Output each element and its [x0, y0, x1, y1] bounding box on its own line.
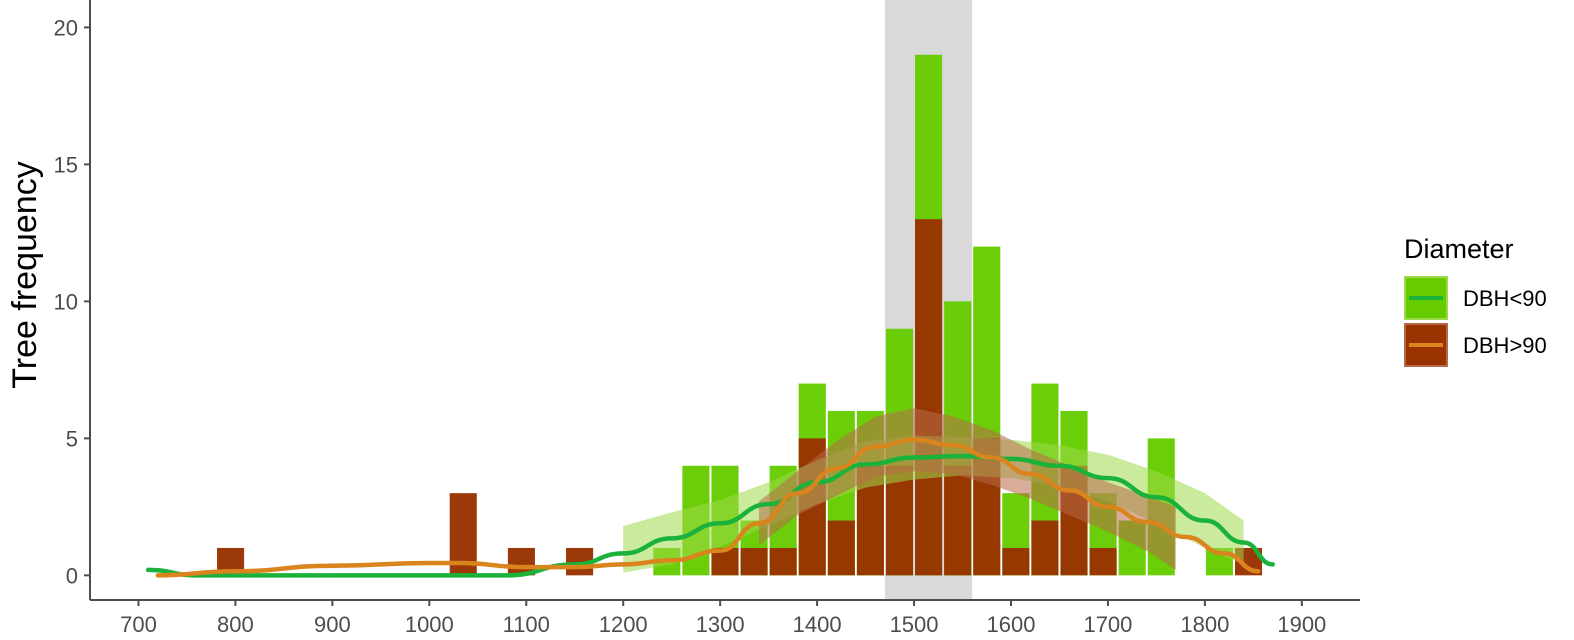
- bar-layer: [217, 54, 1263, 576]
- x-tick-label-700: 700: [120, 612, 157, 637]
- bar-dbh-90-1545: [944, 465, 972, 576]
- y-tick-label-15: 15: [54, 152, 78, 177]
- bar-dbh-90-1485: [885, 465, 914, 576]
- bar-dbh-90-1425: [827, 520, 855, 576]
- x-tick-label-1900: 1900: [1277, 612, 1326, 637]
- y-axis-title: Tree frequency: [6, 161, 44, 388]
- bar-dbh-90-1605: [1002, 547, 1030, 576]
- y-tick-label-10: 10: [54, 289, 78, 314]
- smooth-line-dbh-90: [145, 453, 1275, 578]
- legend-item-dbh-lt90: DBH<90: [1404, 276, 1547, 320]
- bar-dbh-90-1515: [915, 219, 943, 576]
- x-tick-label-1500: 1500: [890, 612, 939, 637]
- x-axis-ticks: 700 800 900 1000 1100 1200 1300 1400 1500 1600 170…: [120, 600, 1326, 637]
- legend: Diameter DBH<90 DBH>90: [1404, 234, 1547, 367]
- legend-label-dbh-gt90: DBH>90: [1463, 333, 1547, 358]
- x-tick-label-1300: 1300: [696, 612, 745, 637]
- bar-dbh-90-1335: [740, 547, 768, 576]
- y-axis-ticks: 0 5 10 15 20: [54, 15, 90, 588]
- x-tick-label-1000: 1000: [405, 612, 454, 637]
- bar-dbh-90-1635: [1031, 520, 1059, 576]
- x-tick-label-1800: 1800: [1180, 612, 1229, 637]
- legend-title: Diameter: [1404, 234, 1514, 264]
- y-tick-label-5: 5: [66, 426, 78, 451]
- x-tick-label-1600: 1600: [987, 612, 1036, 637]
- x-tick-label-900: 900: [314, 612, 351, 637]
- x-tick-label-800: 800: [217, 612, 254, 637]
- x-tick-label-1400: 1400: [793, 612, 842, 637]
- axes: [89, 0, 1360, 601]
- bar-dbh-90-1695: [1089, 547, 1117, 576]
- bar-dbh-90-1365: [769, 547, 797, 576]
- y-tick-label-0: 0: [66, 563, 78, 588]
- y-tick-label-20: 20: [54, 15, 78, 40]
- x-tick-label-1700: 1700: [1083, 612, 1132, 637]
- smooth-line-dbh-90: [155, 437, 1261, 578]
- legend-item-dbh-gt90: DBH>90: [1404, 323, 1547, 367]
- ribbon-dbh-90: [623, 435, 1244, 573]
- legend-label-dbh-lt90: DBH<90: [1463, 286, 1547, 311]
- x-tick-label-1100: 1100: [503, 612, 550, 637]
- x-tick-label-1200: 1200: [599, 612, 648, 637]
- smooth-line-layer: [145, 437, 1275, 578]
